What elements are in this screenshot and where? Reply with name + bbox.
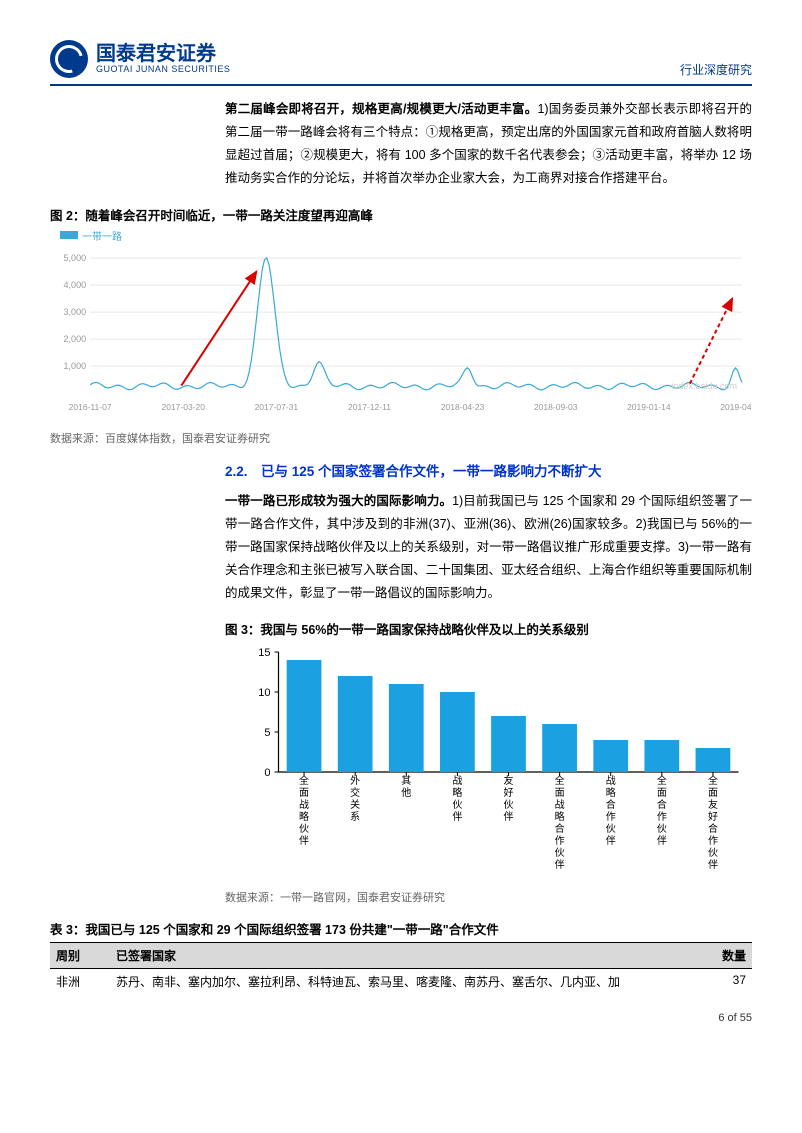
- para1-lead: 第二届峰会即将召开，规格更高/规模更大/活动更丰富。: [225, 102, 537, 116]
- svg-text:10: 10: [258, 687, 270, 699]
- svg-text:2018-04-23: 2018-04-23: [441, 402, 485, 412]
- logo-text-en: GUOTAI JUNAN SECURITIES: [96, 64, 230, 74]
- svg-text:全面战略伙伴: 全面战略伙伴: [299, 774, 309, 847]
- td-count: 37: [692, 969, 752, 995]
- svg-text:2017-07-31: 2017-07-31: [255, 402, 299, 412]
- fig2-source: 数据来源：百度媒体指数，国泰君安证券研究: [50, 430, 752, 446]
- svg-text:全面战略合作伙伴: 全面战略合作伙伴: [555, 774, 565, 871]
- fig2-title: 图 2：随着峰会召开时间临近，一带一路关注度望再迎高峰: [50, 205, 752, 224]
- svg-text:2017-12-11: 2017-12-11: [348, 402, 391, 412]
- fig3-title: 图 3：我国与 56%的一带一路国家保持战略伙伴及以上的关系级别: [225, 619, 752, 638]
- logo: 国泰君安证券 GUOTAI JUNAN SECURITIES: [50, 40, 230, 78]
- svg-text:0: 0: [264, 767, 270, 779]
- fig2-chart: 1,000 2,000 3,000 4,000 5,000 2016-11-07 2017-…: [50, 243, 752, 423]
- paragraph-influence: 一带一路已形成较为强大的国际影响力。1)目前我国已与 125 个国家和 29 个…: [225, 490, 752, 606]
- svg-text:全面合作伙伴: 全面合作伙伴: [657, 774, 667, 847]
- fig2-legend: 一带一路: [60, 228, 752, 243]
- svg-text:2,000: 2,000: [64, 334, 87, 344]
- svg-text:2017-03-20: 2017-03-20: [161, 402, 205, 412]
- legend-swatch: [60, 231, 78, 239]
- para2-body: 1)目前我国已与 125 个国家和 29 个国际组织签署了一带一路合作文件，其中…: [225, 494, 752, 601]
- svg-text:5: 5: [264, 727, 270, 739]
- svg-text:4,000: 4,000: [64, 280, 87, 290]
- table-row: 非洲 苏丹、南非、塞内加尔、塞拉利昂、科特迪瓦、索马里、喀麦隆、南苏丹、塞舌尔、…: [50, 969, 752, 995]
- svg-text:战略伙伴: 战略伙伴: [452, 775, 462, 823]
- section-2-2-heading: 2.2. 已与 125 个国家签署合作文件，一带一路影响力不断扩大: [225, 460, 752, 480]
- svg-text:2018-09-03: 2018-09-03: [534, 402, 578, 412]
- svg-text:战略合作伙伴: 战略合作伙伴: [606, 775, 616, 847]
- svg-text:5,000: 5,000: [64, 253, 87, 263]
- table3: 周别 已签署国家 数量 非洲 苏丹、南非、塞内加尔、塞拉利昂、科特迪瓦、索马里、…: [50, 942, 752, 994]
- th-count: 数量: [692, 943, 752, 969]
- svg-text:3,000: 3,000: [64, 307, 87, 317]
- page-number: 6 of 55: [50, 1012, 752, 1024]
- th-region: 周别: [50, 943, 110, 969]
- svg-text:友好伙伴: 友好伙伴: [504, 774, 514, 823]
- th-countries: 已签署国家: [110, 943, 692, 969]
- table3-header-row: 周别 已签署国家 数量: [50, 943, 752, 969]
- svg-text:index.baidu.com: index.baidu.com: [671, 381, 737, 391]
- fig3-source: 数据来源：一带一路官网，国泰君安证券研究: [225, 889, 752, 905]
- svg-text:其他: 其他: [401, 775, 411, 799]
- svg-text:15: 15: [258, 647, 270, 659]
- fig3-chart: 0 5 10 15 全面战略伙伴 外交关系 其他 战略伙伴 友好伙伴 全面战略合作伙伴 战略合作伙伴…: [225, 642, 752, 882]
- svg-text:1,000: 1,000: [64, 361, 87, 371]
- td-countries: 苏丹、南非、塞内加尔、塞拉利昂、科特迪瓦、索马里、喀麦隆、南苏丹、塞舌尔、几内亚…: [110, 969, 692, 995]
- legend-label: 一带一路: [82, 228, 122, 243]
- logo-icon: [50, 40, 88, 78]
- svg-text:2019-04-01: 2019-04-01: [720, 402, 752, 412]
- svg-text:外交关系: 外交关系: [350, 775, 360, 823]
- fig3-wrap: 图 3：我国与 56%的一带一路国家保持战略伙伴及以上的关系级别 0 5 10 15 全…: [225, 619, 752, 887]
- table3-title: 表 3：我国已与 125 个国家和 29 个国际组织签署 173 份共建"一带一…: [50, 919, 752, 938]
- doc-type: 行业深度研究: [680, 61, 752, 78]
- td-region: 非洲: [50, 969, 110, 995]
- svg-text:全面友好合作伙伴: 全面友好合作伙伴: [708, 774, 718, 871]
- svg-text:2019-01-14: 2019-01-14: [627, 402, 671, 412]
- paragraph-summit: 第二届峰会即将召开，规格更高/规模更大/活动更丰富。1)国务委员兼外交部长表示即…: [225, 98, 752, 191]
- logo-text: 国泰君安证券 GUOTAI JUNAN SECURITIES: [96, 44, 230, 74]
- page-header: 国泰君安证券 GUOTAI JUNAN SECURITIES 行业深度研究: [50, 40, 752, 86]
- para2-lead: 一带一路已形成较为强大的国际影响力。: [225, 494, 452, 508]
- logo-text-cn: 国泰君安证券: [96, 44, 230, 64]
- svg-text:2016-11-07: 2016-11-07: [69, 402, 112, 412]
